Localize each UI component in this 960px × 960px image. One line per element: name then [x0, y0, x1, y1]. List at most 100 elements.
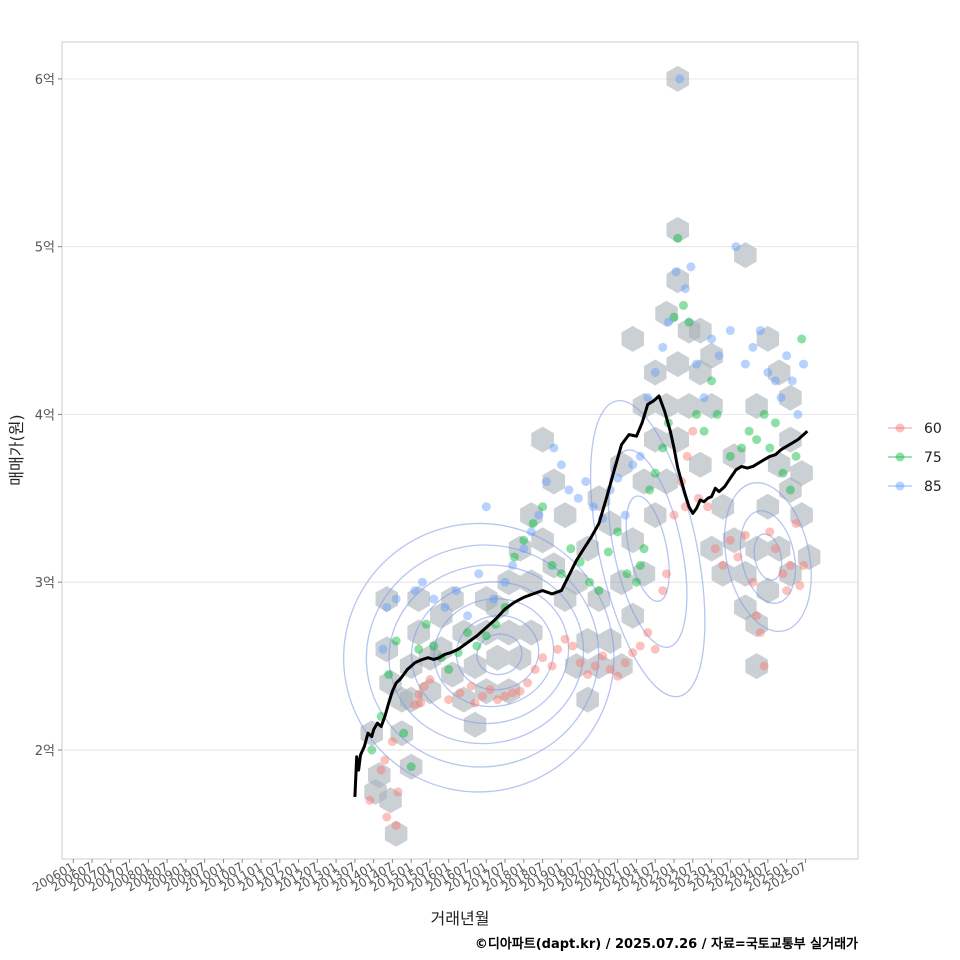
point-85	[440, 602, 450, 612]
density-contour	[723, 482, 812, 633]
hexbin-cell	[390, 720, 414, 747]
y-axis-ticks: 2억 3억 4억 5억 6억	[35, 73, 62, 759]
point-60	[658, 586, 668, 596]
point-60	[643, 628, 653, 638]
hexbin-cell	[666, 351, 689, 378]
point-75	[421, 619, 431, 629]
point-85	[564, 485, 574, 495]
hexbin-cell	[610, 451, 633, 478]
y-tick-label: 3억	[35, 576, 55, 591]
trend-line-layer	[353, 394, 809, 797]
point-75	[547, 560, 557, 570]
point-60	[444, 695, 454, 705]
hexbin-cell	[407, 586, 430, 612]
hexbin-cell	[576, 535, 599, 562]
point-85	[481, 502, 491, 512]
point-85	[500, 577, 510, 587]
hexbin-cell	[587, 653, 611, 680]
point-85	[748, 342, 758, 352]
point-60	[740, 530, 750, 540]
hexbin-cell	[379, 787, 402, 814]
hexbin-cell	[441, 586, 464, 612]
hexbin-cell	[475, 678, 498, 705]
point-85	[793, 409, 803, 419]
point-60	[778, 569, 788, 579]
hexbin-cell	[767, 359, 791, 386]
point-85	[581, 477, 591, 487]
point-85	[699, 393, 709, 403]
point-85	[556, 460, 566, 470]
point-85	[663, 317, 673, 327]
point-85	[463, 611, 473, 621]
point-60	[380, 755, 390, 765]
hexbin-cell	[790, 502, 813, 529]
point-85	[787, 376, 797, 386]
point-85	[489, 594, 499, 604]
density-contour	[433, 598, 555, 708]
hexbin-cell	[565, 653, 588, 680]
point-85	[508, 560, 518, 570]
hexbin-cell	[689, 451, 712, 478]
hexbin-cell	[711, 493, 735, 520]
point-60	[733, 552, 743, 562]
hexbin-cell	[368, 762, 391, 789]
hexbin-cell	[497, 678, 521, 705]
point-60	[538, 653, 548, 663]
point-60	[391, 820, 401, 830]
point-60	[688, 426, 698, 436]
x-axis-ticks: 2006012006072007012007072008012008072009…	[30, 859, 809, 895]
point-75	[384, 669, 394, 679]
hexbin-cell	[745, 653, 768, 680]
point-75	[765, 443, 775, 453]
hexbin-cell	[666, 216, 689, 243]
point-85	[650, 367, 660, 377]
point-85	[391, 594, 401, 604]
hexbin-cell	[576, 686, 599, 713]
point-75	[406, 762, 416, 772]
point-85	[628, 460, 638, 470]
point-60	[393, 787, 403, 797]
point-75	[725, 451, 735, 461]
density-contour	[589, 399, 706, 698]
hexbin-cell	[610, 653, 633, 680]
point-85	[770, 376, 780, 386]
point-75	[538, 502, 548, 512]
point-85	[620, 510, 630, 520]
point-75	[463, 628, 473, 638]
point-75	[414, 644, 424, 654]
hexbin-cell	[463, 711, 487, 738]
point-75	[556, 569, 566, 579]
hexbin-cell	[700, 342, 723, 369]
point-75	[791, 451, 801, 461]
hexbin-cell	[508, 535, 532, 562]
point-60	[635, 641, 645, 651]
density-contour	[753, 533, 783, 581]
point-60	[620, 658, 630, 668]
hexbin-cell	[722, 443, 746, 470]
point-85	[763, 367, 773, 377]
point-60	[613, 671, 623, 681]
hexbin-cell	[632, 468, 656, 495]
hexbin-cell	[375, 636, 398, 663]
point-85	[755, 326, 765, 336]
point-60	[710, 544, 720, 554]
hexbin-cell	[677, 393, 701, 419]
point-85	[519, 544, 529, 554]
legend: 60 75 85	[888, 421, 942, 495]
point-60	[669, 510, 679, 520]
point-75	[752, 435, 762, 445]
point-75	[673, 233, 683, 243]
hexbin-cell	[779, 384, 802, 411]
legend-label-85: 85	[924, 479, 942, 495]
point-85	[429, 594, 439, 604]
density-contour	[388, 564, 585, 745]
hexbin-cell	[756, 493, 780, 520]
point-60	[466, 681, 476, 691]
point-85	[378, 644, 388, 654]
hexbin-cell	[508, 644, 532, 671]
hexbin-cell	[553, 502, 577, 529]
point-85	[534, 510, 544, 520]
hexbin-cell	[689, 317, 712, 344]
hexbin-cell	[689, 359, 712, 386]
point-60	[547, 661, 557, 671]
